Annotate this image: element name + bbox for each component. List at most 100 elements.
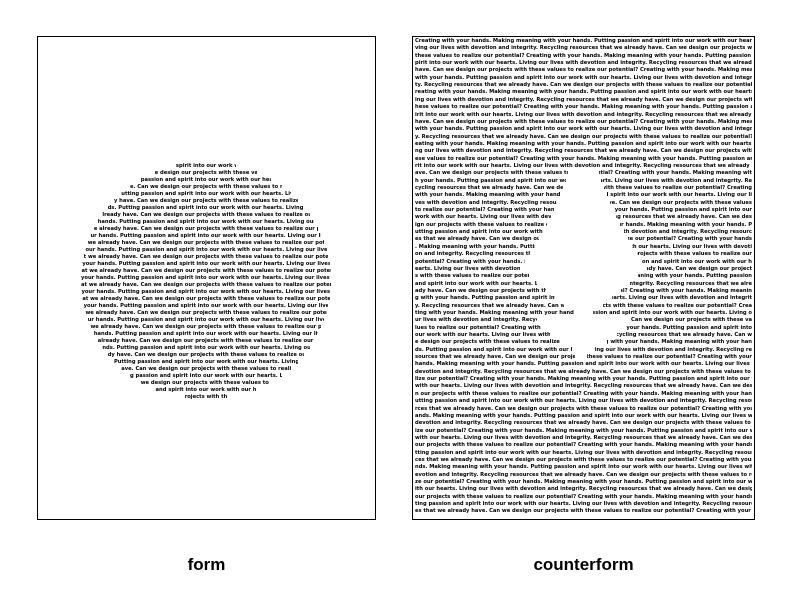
counterform-text-line: devotion and integrity. Recycling resour… <box>415 368 752 375</box>
counterform-text-line: our projects with these values to realiz… <box>415 442 752 449</box>
form-text-line: ave. Can we design our projects with the… <box>121 366 291 372</box>
counterform-text-line: sion and spirit into our work with our h… <box>607 192 752 199</box>
counterform-text-line: ing meaning with your hands. Putting pas… <box>625 324 752 331</box>
counterform-text-line: ty. Recycling resources that we already … <box>415 82 752 89</box>
counterform-text-line: ojects with these values to realize our … <box>604 185 752 191</box>
form-text-line: at we already have. Can we design our pr… <box>81 282 331 288</box>
counterform-text-line: tting passion and spirit into our work w… <box>415 449 752 456</box>
counterform-text-line: es that we already have. Can we design o… <box>415 508 752 515</box>
form-text-line: nds. Putting passion and spirit into our… <box>102 345 310 351</box>
counterform-text-line: ds. Putting passion and spirit into our … <box>415 346 572 353</box>
counterform-text-line: our potential? Creating with your hands.… <box>599 170 752 177</box>
counterform-text-line: g with your hands. Putting passion and s… <box>415 295 555 302</box>
form-text-line: e. Can we design our projects with these… <box>130 184 282 190</box>
form-text-line: your hands. Putting passion and spirit i… <box>83 303 329 309</box>
counterform-text-line: pirit into our work with our hearts. Liv… <box>415 60 752 67</box>
counterform-text-line: potential? Creating with your hands. Mak… <box>415 258 525 265</box>
counterform-text-line: ith our hearts. Living our lives with de… <box>415 486 752 493</box>
counterform-text-line: ign our projects with these values to re… <box>415 221 547 228</box>
counterform-text-line: y. Recycling resources that we already h… <box>415 302 564 309</box>
counterform-text-line: to realize our potential? Creating with … <box>415 207 554 214</box>
counterform-text-line: earts. Living our lives with devotion an… <box>415 265 520 272</box>
counterform-text-line: our hearts. Living our lives with devoti… <box>601 177 752 184</box>
counterform-text-line: ands. Making meaning with your hands. Pu… <box>415 412 752 419</box>
counterform-text-line: nds. Making meaning with your hands. Put… <box>415 464 752 471</box>
counterform-text-line: have. Can we design our projects with th… <box>415 67 752 74</box>
counterform-text-line: evotion and integrity. Recycling resourc… <box>415 471 752 478</box>
counterform-text-line: irit into our work with our hearts. Livi… <box>415 111 752 118</box>
form-text-line: at we already have. Can we design our pr… <box>81 268 331 274</box>
counterform-text-line: ady have. Can we design our projects wit… <box>415 287 546 294</box>
counterform-text-line: ese values to realize our potential? Cre… <box>415 155 752 162</box>
form-text-line: we already have. Can we design our proje… <box>87 240 325 246</box>
counterform-text-line: and spirit into our work with our hearts… <box>415 280 537 287</box>
counterform-text-line: lues to realize our potential? Creating … <box>415 324 542 331</box>
counterform-text-line: with our hearts. Living our lives with d… <box>612 295 752 302</box>
counterform-text-line: ving our lives with devotion and integri… <box>415 45 752 52</box>
form-text-line: your hands. Putting passion and spirit i… <box>82 261 330 267</box>
form-text-line: we already have. Can we design our proje… <box>90 324 322 330</box>
counterform-text-line: these values to realize our potential? C… <box>415 52 752 59</box>
counterform-text-line: utting passion and spirit into our work … <box>415 229 543 236</box>
counterform-text-line: ting with your hands. Making meaning wit… <box>415 309 574 316</box>
counterform-text-line: lize our potential? Creating with your h… <box>415 376 752 383</box>
counterform-text-line: se values to realize our potential? Crea… <box>628 236 752 243</box>
counterform-text-line: alize our potential? Creating with your … <box>621 287 752 294</box>
counterform-text-line: reating with your hands. Making meaning … <box>415 89 752 96</box>
counterform-text-line: already have. Can we design our projects… <box>610 199 752 206</box>
counterform-text-line: Can we design our projects with these va… <box>637 251 752 258</box>
form-text-line: g passion and spirit into our work with … <box>130 373 282 379</box>
counterform-text-line: work with our hearts. Living our lives w… <box>415 214 551 221</box>
counterform-text-line: hese values to realize our potential? Cr… <box>415 104 752 111</box>
form-text-line: your hands. Putting passion and spirit i… <box>81 275 331 281</box>
counterform-text-line: rit into our work with our hearts. Livin… <box>415 162 752 169</box>
counterform-text-line: y. Recycling resources that we already h… <box>415 133 752 140</box>
counterform-text-line: into our work with our hearts. Living ou… <box>632 243 752 250</box>
counterform-text-line: have. Can we design our projects with th… <box>415 118 752 125</box>
form-text-line: ur hands. Putting passion and spirit int… <box>90 233 322 239</box>
form-text-line: e design our projects with these values … <box>154 170 258 176</box>
counterform-text-line: devotion and integrity. Recycling resour… <box>415 420 752 427</box>
counterform-text-line: with your hands. Making meaning with you… <box>415 192 560 199</box>
form-text-line: at we already have. Can we design our pr… <box>82 296 329 302</box>
counterform-text-line: ces that we already have. Can we design … <box>415 456 752 463</box>
counterform-text-line: utting passion and spirit into our work … <box>415 398 752 405</box>
form-text-line: t we already have. Can we design our pro… <box>83 254 329 260</box>
counterform-text-line: es that we already have. Can we design o… <box>415 236 539 243</box>
form-text-line: already have. Can we design our projects… <box>97 338 315 344</box>
counterform-text-line: ng our lives with devotion and integrity… <box>415 148 752 155</box>
counterform-text-line: e design our projects with these values … <box>415 339 560 346</box>
counterform-text-line: cycling resources that we already have. … <box>415 185 563 191</box>
counterform-text-line: g passion and spirit into our work with … <box>593 309 752 316</box>
form-text-line: hands. Putting passion and spirit into o… <box>97 219 315 225</box>
counterform-text-line: hands. Making meaning with your hands. P… <box>415 361 752 368</box>
counterform-text-line: with your hands. Putting passion and spi… <box>415 126 752 133</box>
counterform-text-line: ves with devotion and integrity. Recycli… <box>415 199 557 206</box>
counterform-text-line: . Living our lives with devotion and int… <box>595 346 752 353</box>
counterform-text-line: . Making meaning with your hands. Puttin… <box>415 243 535 250</box>
counterform-text-line: sources that we already have. Can we des… <box>415 354 575 361</box>
form-text-line: ds. Putting passion and spirit into our … <box>107 205 305 211</box>
counterform-text-line: n our projects with these values to real… <box>415 390 752 397</box>
form-text-line: utting passion and spirit into our work … <box>121 191 291 197</box>
counterform-text-line: ith devotion and integrity. Recycling re… <box>630 280 752 287</box>
form-text-line: your hands. Putting passion and spirit i… <box>81 289 331 295</box>
counterform-panel: Creating with your hands. Making meaning… <box>412 36 755 520</box>
counterform-caption: counterform <box>533 555 634 574</box>
counterform-text-line: eating with your hands. Making meaning w… <box>415 140 752 147</box>
counterform-text-line: on and integrity. Recycling resources th… <box>415 251 530 258</box>
counterform-text-line: ave. Can we design our projects with the… <box>415 170 568 177</box>
counterform-text-line: s with these values to realize our poten… <box>415 273 529 280</box>
form-text-line: rojects with th <box>184 394 228 400</box>
counterform-text-line: ze our potential? Creating with your han… <box>415 479 752 485</box>
counterform-text-line: rces that we already have. Can we design… <box>415 405 752 412</box>
counterform-text-line: with your hands. Putting passion and spi… <box>415 74 752 81</box>
counterform-text-line: with our hearts. Living our lives with d… <box>415 383 752 390</box>
form-text-line: spirit into our work with <box>175 163 236 169</box>
form-text-line: and spirit into our work with our h <box>155 387 257 393</box>
counterform-text-line: d integrity. Recycling resources that we… <box>617 332 752 338</box>
counterform-text-line: r hands. Putting passion and spirit into… <box>642 258 752 265</box>
counterform-text-line: Creating with your hands. Making meaning… <box>415 38 752 44</box>
form-text-line: y have. Can we design our projects with … <box>113 198 299 204</box>
counterform-text-line: ur projects with these values to realize… <box>603 302 752 309</box>
